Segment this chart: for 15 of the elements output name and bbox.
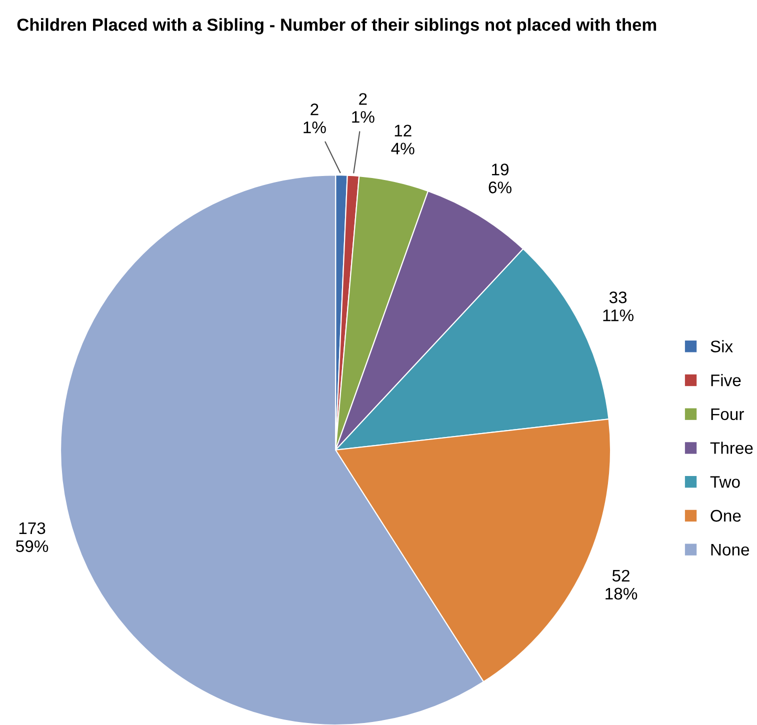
data-label: 33 11% bbox=[603, 291, 634, 322]
legend-label: Three bbox=[710, 442, 753, 454]
data-label: 52 18% bbox=[606, 570, 638, 600]
data-label: 2 1% bbox=[352, 93, 374, 123]
legend-label: One bbox=[710, 510, 741, 522]
legend-label: Four bbox=[711, 408, 744, 420]
data-label: 12 4% bbox=[391, 124, 414, 154]
legend-label: Five bbox=[711, 374, 741, 386]
data-label: 19 6% bbox=[488, 164, 512, 194]
legend-label: Two bbox=[710, 476, 740, 488]
legend-label: None bbox=[711, 544, 750, 556]
data-label: 2 1% bbox=[304, 104, 326, 134]
chart-title: Children Placed with a Sibling - Number of their siblings not placed with them bbox=[17, 18, 656, 34]
legend-label: Six bbox=[710, 340, 733, 352]
data-label: 173 59% bbox=[16, 522, 48, 552]
